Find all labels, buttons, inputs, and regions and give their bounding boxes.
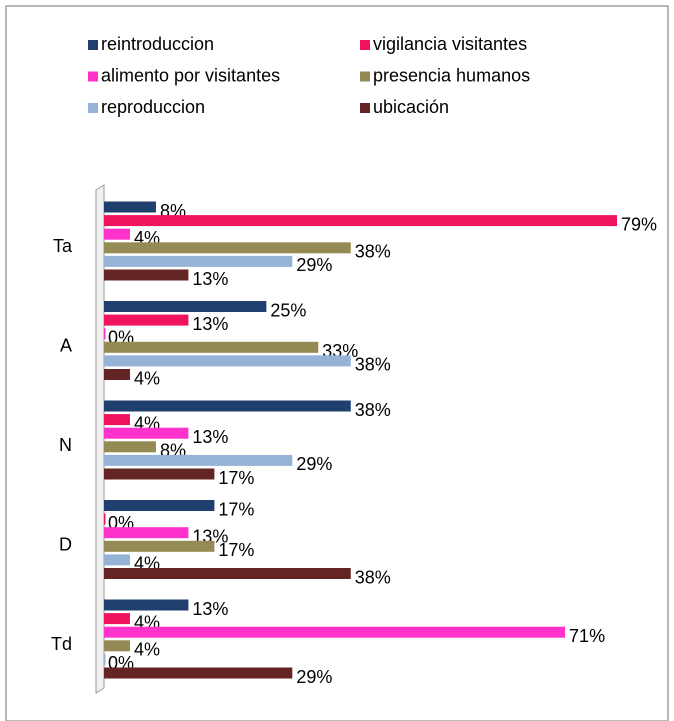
- bar: [104, 242, 351, 254]
- bar: [104, 500, 215, 511]
- bar: [104, 640, 130, 652]
- bar: [104, 228, 130, 240]
- bar: [104, 568, 351, 579]
- y-tick-label: Td: [51, 634, 72, 654]
- legend-label: presencia humanos: [373, 65, 530, 85]
- bar: [104, 355, 351, 367]
- data-label: 4%: [134, 368, 160, 388]
- data-label: 17%: [218, 499, 254, 519]
- data-label: 17%: [218, 468, 254, 488]
- data-label: 29%: [296, 255, 332, 275]
- bar: [104, 215, 617, 227]
- data-label: 13%: [192, 314, 228, 334]
- legend-label: alimento por visitantes: [101, 65, 280, 85]
- y-tick-label: A: [60, 335, 72, 355]
- legend-swatch: [360, 40, 370, 50]
- data-label: 38%: [355, 355, 391, 375]
- data-label: 4%: [134, 640, 160, 660]
- data-label: 25%: [270, 300, 306, 320]
- data-label: 79%: [621, 214, 657, 234]
- y-tick-label: D: [59, 534, 72, 554]
- bar: [104, 626, 566, 638]
- bar: [104, 201, 156, 213]
- bar: [104, 667, 293, 679]
- bar: [104, 527, 189, 539]
- data-label: 13%: [192, 269, 228, 289]
- bar: [104, 540, 215, 552]
- legend-swatch: [88, 103, 98, 113]
- bar: [104, 369, 130, 380]
- data-label: 13%: [192, 599, 228, 619]
- bar: [104, 454, 293, 466]
- data-label: 29%: [296, 667, 332, 687]
- bar: [104, 400, 351, 412]
- legend-label: ubicación: [373, 97, 449, 117]
- bar: [104, 427, 189, 439]
- legend-label: reintroduccion: [101, 34, 214, 54]
- bar: [104, 314, 189, 326]
- legend-label: vigilancia visitantes: [373, 34, 527, 54]
- bar: [104, 513, 106, 525]
- legend-swatch: [88, 40, 98, 50]
- y-tick-label: Ta: [53, 236, 73, 256]
- legend-swatch: [88, 71, 98, 82]
- bar: [104, 341, 319, 353]
- y-tick-label: N: [59, 435, 72, 455]
- bar: [104, 328, 106, 340]
- data-label: 29%: [296, 454, 332, 474]
- legend-swatch: [360, 103, 370, 113]
- data-label: 38%: [355, 400, 391, 420]
- legend-swatch: [360, 71, 370, 82]
- bar: [104, 468, 215, 480]
- data-label: 38%: [355, 242, 391, 262]
- legend-label: reproduccion: [101, 97, 205, 117]
- data-label: 71%: [569, 626, 605, 646]
- bar: [104, 554, 130, 566]
- bar: [104, 269, 189, 281]
- bar: [104, 414, 130, 426]
- bar: [104, 255, 293, 267]
- bar: [104, 653, 106, 665]
- data-label: 38%: [355, 567, 391, 587]
- axis-wall: [95, 184, 105, 694]
- data-label: 13%: [192, 427, 228, 447]
- bar: [104, 301, 267, 312]
- bar: [104, 599, 189, 611]
- data-label: 17%: [218, 540, 254, 560]
- bar: [104, 613, 130, 625]
- bar: [104, 441, 156, 453]
